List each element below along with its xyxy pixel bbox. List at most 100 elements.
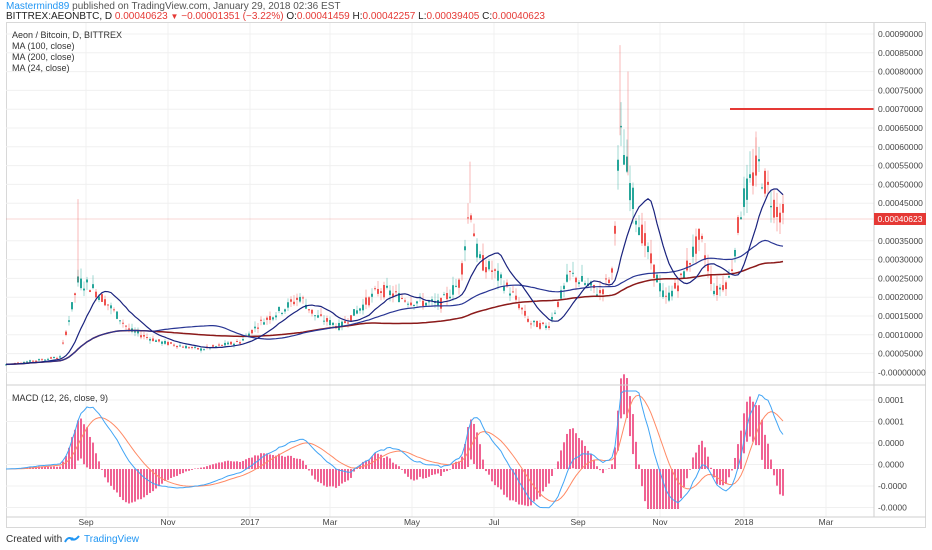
macd-histogram: [8, 374, 784, 509]
macd-hist-bar: [578, 438, 580, 469]
chart-frame[interactable]: [6, 22, 926, 528]
macd-hist-bar: [146, 469, 148, 496]
legend-ma24[interactable]: MA (24, close): [12, 63, 70, 73]
candle-body: [659, 283, 661, 292]
candle-body: [404, 300, 406, 302]
candle-body: [575, 277, 577, 283]
candle-body: [35, 360, 37, 362]
candle-body: [413, 304, 415, 306]
candle-body: [347, 322, 349, 324]
macd-hist-bar: [188, 469, 190, 471]
candle-body: [134, 331, 136, 333]
macd-legend[interactable]: MACD (12, 26, close, 9): [12, 393, 109, 403]
macd-signal-line: [6, 394, 784, 502]
candle-body: [416, 301, 418, 304]
macd-hist-bar: [446, 469, 448, 472]
macd-hist-bar: [518, 469, 520, 505]
macd-hist-bar: [683, 469, 685, 487]
macd-hist-bar: [137, 469, 139, 500]
candle-body: [125, 325, 127, 327]
legend-title: Aeon / Bitcoin, D, BITTREX: [12, 30, 123, 40]
candle-body: [128, 328, 130, 330]
macd-hist-bar: [629, 396, 631, 437]
macd-hist-bar: [71, 437, 73, 469]
macd-axis-label: 0.0001: [878, 417, 904, 427]
candle-body: [440, 297, 442, 309]
macd-hist-bar: [617, 410, 619, 451]
candle-body: [56, 357, 58, 359]
macd-hist-bar: [410, 469, 412, 480]
macd-hist-bar: [182, 469, 184, 474]
open-label: O:: [286, 11, 297, 22]
price-axis-label: 0.00080000: [878, 67, 923, 77]
candle-body: [536, 321, 538, 328]
macd-hist-bar: [101, 469, 103, 470]
macd-hist-bar: [731, 469, 733, 471]
macd-hist-bar: [317, 469, 319, 482]
macd-hist-bar: [725, 469, 727, 485]
candle-body: [671, 290, 673, 297]
macd-hist-bar: [779, 469, 781, 495]
candle-body: [143, 335, 145, 337]
macd-hist-bar: [680, 469, 682, 499]
macd-hist-bar: [92, 442, 94, 469]
macd-hist-bar: [632, 414, 634, 455]
macd-hist-bar: [650, 469, 652, 509]
candle-body: [761, 187, 763, 189]
candle-body: [356, 310, 358, 314]
macd-hist-bar: [338, 469, 340, 486]
macd-hist-bar: [626, 378, 628, 419]
macd-hist-bar: [686, 469, 688, 479]
macd-hist-bar: [341, 469, 343, 484]
macd-hist-bar: [728, 469, 730, 478]
candle-body: [596, 294, 598, 296]
macd-hist-bar: [404, 469, 406, 474]
candle-body: [584, 283, 586, 285]
price-axis-label: 0.00070000: [878, 104, 923, 114]
tradingview-brand[interactable]: TradingView: [84, 534, 140, 545]
macd-hist-bar: [257, 455, 259, 469]
candle-body: [542, 322, 544, 324]
candle-body: [362, 304, 364, 311]
macd-hist-bar: [455, 461, 457, 469]
author-link[interactable]: Mastermind89: [6, 1, 70, 12]
candle-body: [155, 340, 157, 342]
candle-body: [284, 309, 286, 312]
macd-hist-bar: [212, 464, 214, 469]
candle-body: [83, 288, 85, 291]
macd-hist-bar: [716, 469, 718, 485]
macd-hist-bar: [557, 461, 559, 469]
macd-hist-bar: [350, 469, 352, 478]
macd-hist-bar: [218, 462, 220, 469]
macd-hist-bar: [551, 469, 553, 476]
candle-body: [608, 279, 610, 284]
time-axis-label: Sep: [78, 517, 93, 527]
macd-hist-bar: [179, 469, 181, 475]
macd-hist-bar: [635, 441, 637, 469]
macd-hist-bar: [476, 432, 478, 469]
candle-body: [203, 349, 205, 351]
candle-body: [689, 262, 691, 265]
macd-hist-bar: [290, 455, 292, 469]
macd-hist-bar: [296, 458, 298, 469]
candle-body: [713, 290, 715, 295]
legend-ma200[interactable]: MA (200, close): [12, 52, 75, 62]
macd-hist-bar: [722, 469, 724, 486]
macd-hist-bar: [365, 460, 367, 469]
candle-body: [425, 302, 427, 306]
macd-hist-bar: [671, 469, 673, 509]
macd-hist-bar: [389, 458, 391, 469]
candle-body: [452, 285, 454, 295]
publish-info: Mastermind89 published on TradingView.co…: [6, 1, 340, 12]
chart-header: Mastermind89 published on TradingView.co…: [0, 0, 932, 22]
legend-ma100[interactable]: MA (100, close): [12, 41, 75, 51]
symbol-text: BITTREX:AEONBTC, D: [6, 11, 113, 22]
macd-hist-bar: [491, 469, 493, 482]
tradingview-logo-icon[interactable]: [64, 533, 80, 545]
candle-body: [638, 227, 640, 236]
candle-body: [23, 362, 25, 364]
candle-body: [677, 285, 679, 292]
macd-hist-bar: [281, 455, 283, 469]
macd-hist-bar: [59, 466, 61, 469]
